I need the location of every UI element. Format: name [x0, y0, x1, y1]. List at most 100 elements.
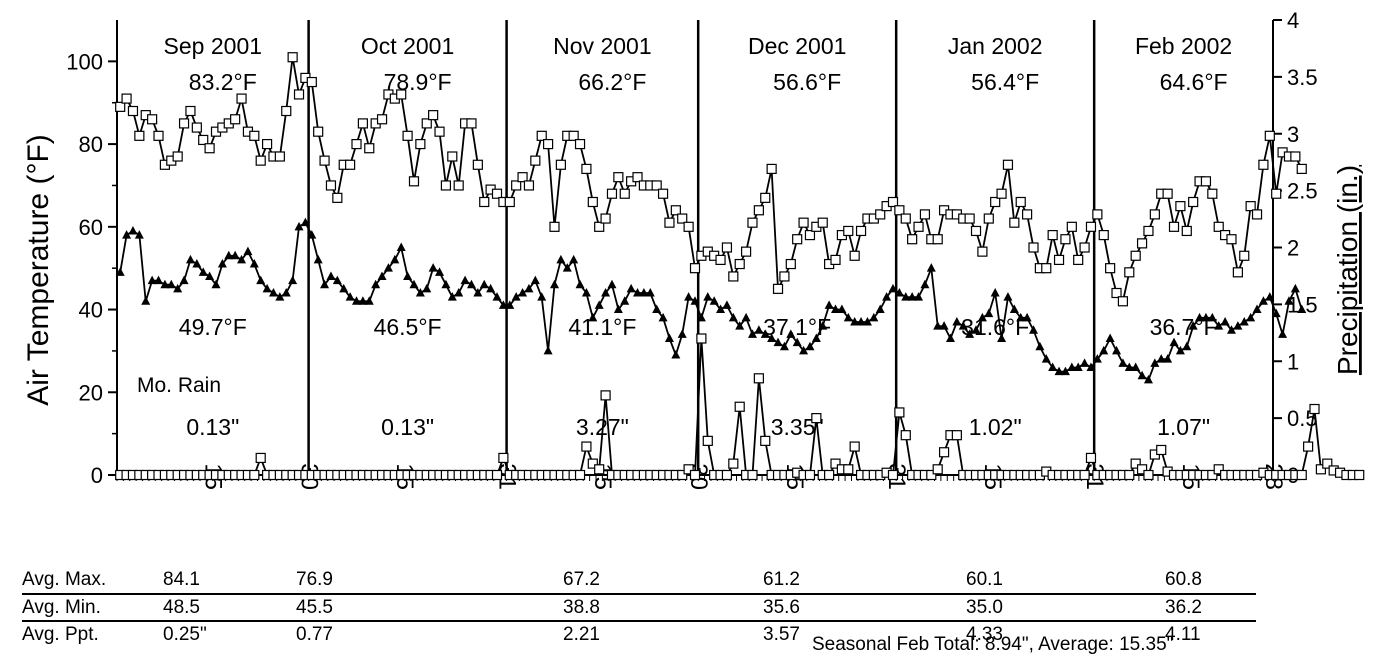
data-point-square	[1175, 201, 1186, 212]
data-point-triangle	[888, 283, 898, 293]
data-point-triangle	[920, 279, 930, 289]
data-point-triangle	[767, 333, 777, 342]
data-point-square	[255, 452, 266, 464]
data-point-triangle	[505, 300, 515, 309]
summary-row-label: Avg. Ppt.	[22, 624, 99, 645]
data-point-square	[849, 441, 860, 452]
data-point-triangle	[926, 263, 936, 272]
data-point-square	[1226, 234, 1237, 245]
data-point-square	[447, 151, 458, 162]
data-point-square	[843, 464, 854, 475]
data-point-square	[1053, 254, 1065, 266]
data-point-square	[396, 89, 407, 100]
data-point-square	[421, 118, 432, 129]
data-point-square	[1092, 209, 1103, 220]
data-point-square	[1136, 464, 1148, 475]
data-point-square	[1079, 242, 1090, 253]
data-point-square	[894, 205, 905, 216]
data-point-triangle	[1290, 283, 1300, 293]
data-point-square	[900, 213, 911, 224]
month-max-average: 83.2°F	[189, 69, 257, 95]
data-point-square	[172, 151, 183, 162]
data-point-triangle	[1137, 370, 1147, 380]
data-point-square	[721, 242, 733, 253]
month-max-average: 64.6°F	[1160, 69, 1228, 95]
data-point-triangle	[1118, 358, 1128, 367]
summary-row-label: Avg. Max.	[22, 569, 107, 590]
data-point-square	[772, 283, 784, 294]
data-point-square	[1303, 441, 1314, 452]
data-point-triangle	[307, 230, 317, 239]
data-point-triangle	[965, 329, 975, 338]
data-point-square	[306, 76, 317, 88]
data-point-triangle	[1080, 358, 1090, 367]
data-point-triangle	[160, 279, 170, 289]
data-point-triangle	[1035, 341, 1045, 351]
data-point-square	[740, 246, 752, 257]
y-tick-label: 20	[79, 380, 103, 405]
data-point-triangle	[128, 225, 138, 235]
data-point-square	[1309, 403, 1320, 415]
data-point-square	[855, 225, 867, 237]
data-point-triangle	[594, 300, 604, 309]
data-point-triangle	[818, 321, 828, 330]
data-point-square	[1239, 250, 1250, 261]
data-point-square	[1073, 254, 1084, 266]
data-point-square	[1207, 188, 1218, 199]
data-point-square	[127, 105, 139, 117]
data-point-square	[760, 435, 771, 446]
data-point-square	[1271, 188, 1282, 199]
data-point-square	[574, 469, 586, 481]
data-point-triangle	[537, 292, 547, 301]
data-point-square	[792, 234, 803, 245]
data-point-square	[696, 333, 707, 344]
data-point-triangle	[1003, 292, 1013, 301]
data-point-triangle	[1060, 366, 1070, 376]
data-point-square	[408, 176, 420, 187]
data-point-square	[466, 118, 477, 129]
data-point-triangle	[262, 283, 272, 293]
data-point-square	[415, 138, 426, 150]
data-point-triangle	[1258, 296, 1268, 305]
data-point-triangle	[339, 283, 349, 293]
data-point-triangle	[243, 246, 253, 256]
summary-cell: 45.5	[296, 597, 333, 618]
data-point-triangle	[441, 279, 451, 289]
data-point-triangle	[799, 345, 809, 355]
data-point-triangle	[1041, 354, 1051, 363]
data-point-square	[1124, 267, 1135, 278]
data-point-triangle	[1028, 325, 1038, 334]
data-point-triangle	[466, 279, 476, 289]
data-point-square	[785, 258, 796, 270]
y-tick-label: 60	[79, 215, 103, 240]
summary-cell: 4.11	[1165, 624, 1201, 645]
data-point-triangle	[1207, 312, 1217, 322]
data-point-triangle	[882, 292, 892, 301]
data-point-triangle	[601, 288, 611, 297]
data-point-triangle	[652, 304, 662, 314]
data-point-square	[932, 234, 943, 245]
data-point-square	[230, 114, 241, 125]
data-point-triangle	[837, 304, 847, 314]
data-point-triangle	[147, 275, 157, 285]
data-point-square	[907, 234, 918, 245]
data-point-square	[779, 271, 790, 282]
data-point-square	[811, 413, 822, 424]
data-point-triangle	[664, 333, 674, 342]
data-point-square	[664, 217, 675, 228]
data-point-square	[1207, 469, 1218, 481]
data-point-square	[1290, 151, 1301, 162]
summary-cell: 2.21	[563, 624, 600, 645]
data-point-triangle	[990, 288, 1000, 297]
data-point-square	[1315, 464, 1327, 475]
month-rain-total: 1.02"	[969, 414, 1022, 440]
data-point-triangle	[1271, 308, 1281, 318]
data-point-square	[804, 229, 816, 241]
data-point-triangle	[518, 288, 528, 297]
data-point-triangle	[422, 283, 432, 293]
data-point-square	[1162, 188, 1173, 199]
data-point-square	[332, 192, 343, 203]
data-point-triangle	[549, 279, 559, 289]
data-point-square	[1143, 469, 1154, 481]
data-point-triangle	[332, 275, 342, 285]
